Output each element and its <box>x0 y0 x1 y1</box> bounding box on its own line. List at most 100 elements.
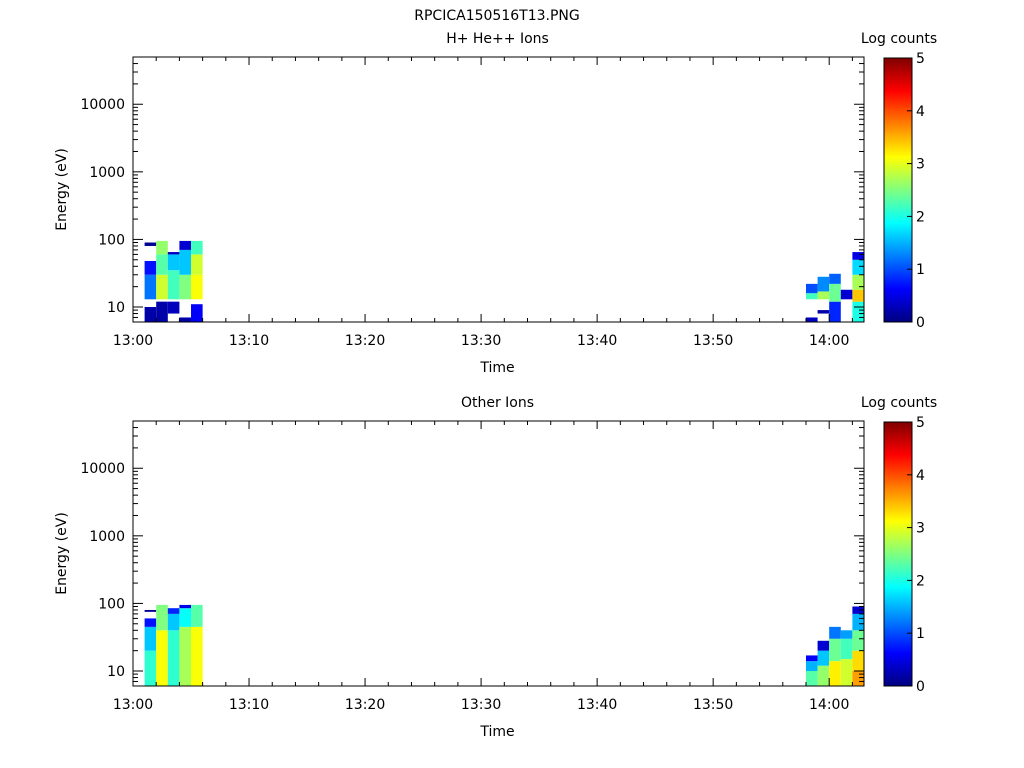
y-tick-label: 100 <box>98 232 125 248</box>
plot-frame <box>132 420 865 687</box>
heatmap-cell <box>829 273 841 284</box>
y-tick-label: 10 <box>107 664 125 680</box>
heatmap-cell <box>852 252 864 260</box>
heatmap-cells <box>144 240 864 322</box>
heatmap-cell <box>817 310 830 314</box>
y-tick-label: 10000 <box>80 97 125 113</box>
heatmap-cell <box>829 626 841 639</box>
heatmap-cell <box>817 650 830 666</box>
plot-frame <box>132 56 865 323</box>
heatmap-cell <box>167 630 180 686</box>
x-tick-label: 13:30 <box>461 697 501 713</box>
heatmap-cell <box>167 301 180 314</box>
x-tick-label: 13:40 <box>577 697 617 713</box>
heatmap-cell <box>852 274 864 290</box>
heatmap-cell <box>840 630 853 639</box>
x-tick-label: 13:10 <box>229 697 269 713</box>
heatmap-cell <box>191 274 203 300</box>
heatmap-cell <box>144 307 157 322</box>
heatmap-cell <box>817 291 830 300</box>
heatmap-cell <box>852 259 864 275</box>
heatmap-cell <box>840 659 853 686</box>
x-tick-label: 13:00 <box>113 333 153 349</box>
heatmap-cell <box>191 626 203 686</box>
colorbar-tick-label: 4 <box>916 468 925 484</box>
heatmap-cell <box>840 638 853 660</box>
heatmap-cell <box>817 276 830 292</box>
y-tick-label: 1000 <box>89 529 125 545</box>
x-tick-label: 14:00 <box>809 697 849 713</box>
colorbar-tick-label: 0 <box>916 679 925 695</box>
heatmap-cell <box>805 661 818 672</box>
heatmap-cell <box>167 613 180 631</box>
colorbar <box>883 57 913 323</box>
heatmap-cell <box>156 604 168 631</box>
y-axis-label: Energy (eV) <box>54 512 70 595</box>
heatmap-cell <box>191 604 203 627</box>
heatmap-cell <box>156 274 168 300</box>
colorbar-tick-label: 5 <box>916 51 925 67</box>
panel-h-he-ions: 13:00 13:10 13:20 13:30 13:40 13:50 14:0010100… <box>54 31 937 376</box>
heatmap-cell <box>167 254 180 271</box>
heatmap-cell <box>852 289 864 302</box>
x-tick-label: 13:50 <box>693 333 733 349</box>
heatmap-cell <box>829 638 841 662</box>
heatmap-cell <box>829 661 841 686</box>
x-tick-label: 13:50 <box>693 697 733 713</box>
heatmap-cell <box>156 630 168 686</box>
heatmap-cell <box>144 274 157 300</box>
colorbar-tick-label: 4 <box>916 104 925 120</box>
heatmap-cell <box>144 626 157 651</box>
heatmap-cell <box>805 317 818 322</box>
colorbar-tick-label: 2 <box>916 573 925 589</box>
panel-title: Other Ions <box>461 395 534 411</box>
heatmap-cell <box>852 613 864 631</box>
colorbar-tick-label: 1 <box>916 626 925 642</box>
y-tick-label: 10000 <box>80 461 125 477</box>
heatmap-cell <box>852 650 864 672</box>
x-axis-label: Time <box>479 724 514 740</box>
heatmap-cell <box>179 249 192 275</box>
colorbar-tick-label: 5 <box>916 415 925 431</box>
heatmap-cell <box>829 301 841 322</box>
heatmap-cell <box>144 618 157 627</box>
heatmap-cell <box>805 655 818 662</box>
colorbar-tick-label: 2 <box>916 209 925 225</box>
x-tick-label: 13:10 <box>229 333 269 349</box>
x-tick-label: 13:40 <box>577 333 617 349</box>
heatmap-cell <box>805 293 818 300</box>
y-tick-label: 100 <box>98 596 125 612</box>
heatmap-cell <box>852 301 864 322</box>
x-tick-label: 13:00 <box>113 697 153 713</box>
heatmap-cell <box>852 630 864 651</box>
heatmap-cell <box>167 608 180 614</box>
x-tick-label: 13:30 <box>461 333 501 349</box>
heatmap-cells <box>144 604 864 686</box>
heatmap-cell <box>156 240 168 255</box>
colorbar-tick-label: 1 <box>916 262 925 278</box>
colorbar <box>883 421 913 687</box>
panel-title: H+ He++ Ions <box>446 31 549 47</box>
heatmap-cell <box>144 650 157 686</box>
heatmap-cell <box>805 671 818 686</box>
heatmap-cell <box>144 609 157 612</box>
heatmap-cell <box>179 274 192 300</box>
colorbar-tick-label: 3 <box>916 521 925 537</box>
heatmap-cell <box>179 608 192 627</box>
heatmap-cell <box>191 254 203 275</box>
heatmap-cell <box>852 671 864 686</box>
heatmap-cell <box>817 640 830 651</box>
heatmap-cell <box>817 665 830 686</box>
heatmap-cell <box>167 252 180 255</box>
heatmap-cell <box>179 626 192 686</box>
colorbar-label: Log counts <box>861 31 937 47</box>
heatmap-cell <box>179 604 192 609</box>
x-tick-label: 13:20 <box>345 697 385 713</box>
heatmap-cell <box>852 606 864 614</box>
heatmap-cell <box>179 317 192 322</box>
x-tick-label: 13:20 <box>345 333 385 349</box>
heatmap-cell <box>179 240 192 250</box>
x-axis-label: Time <box>479 360 514 376</box>
colorbar-label: Log counts <box>861 395 937 411</box>
